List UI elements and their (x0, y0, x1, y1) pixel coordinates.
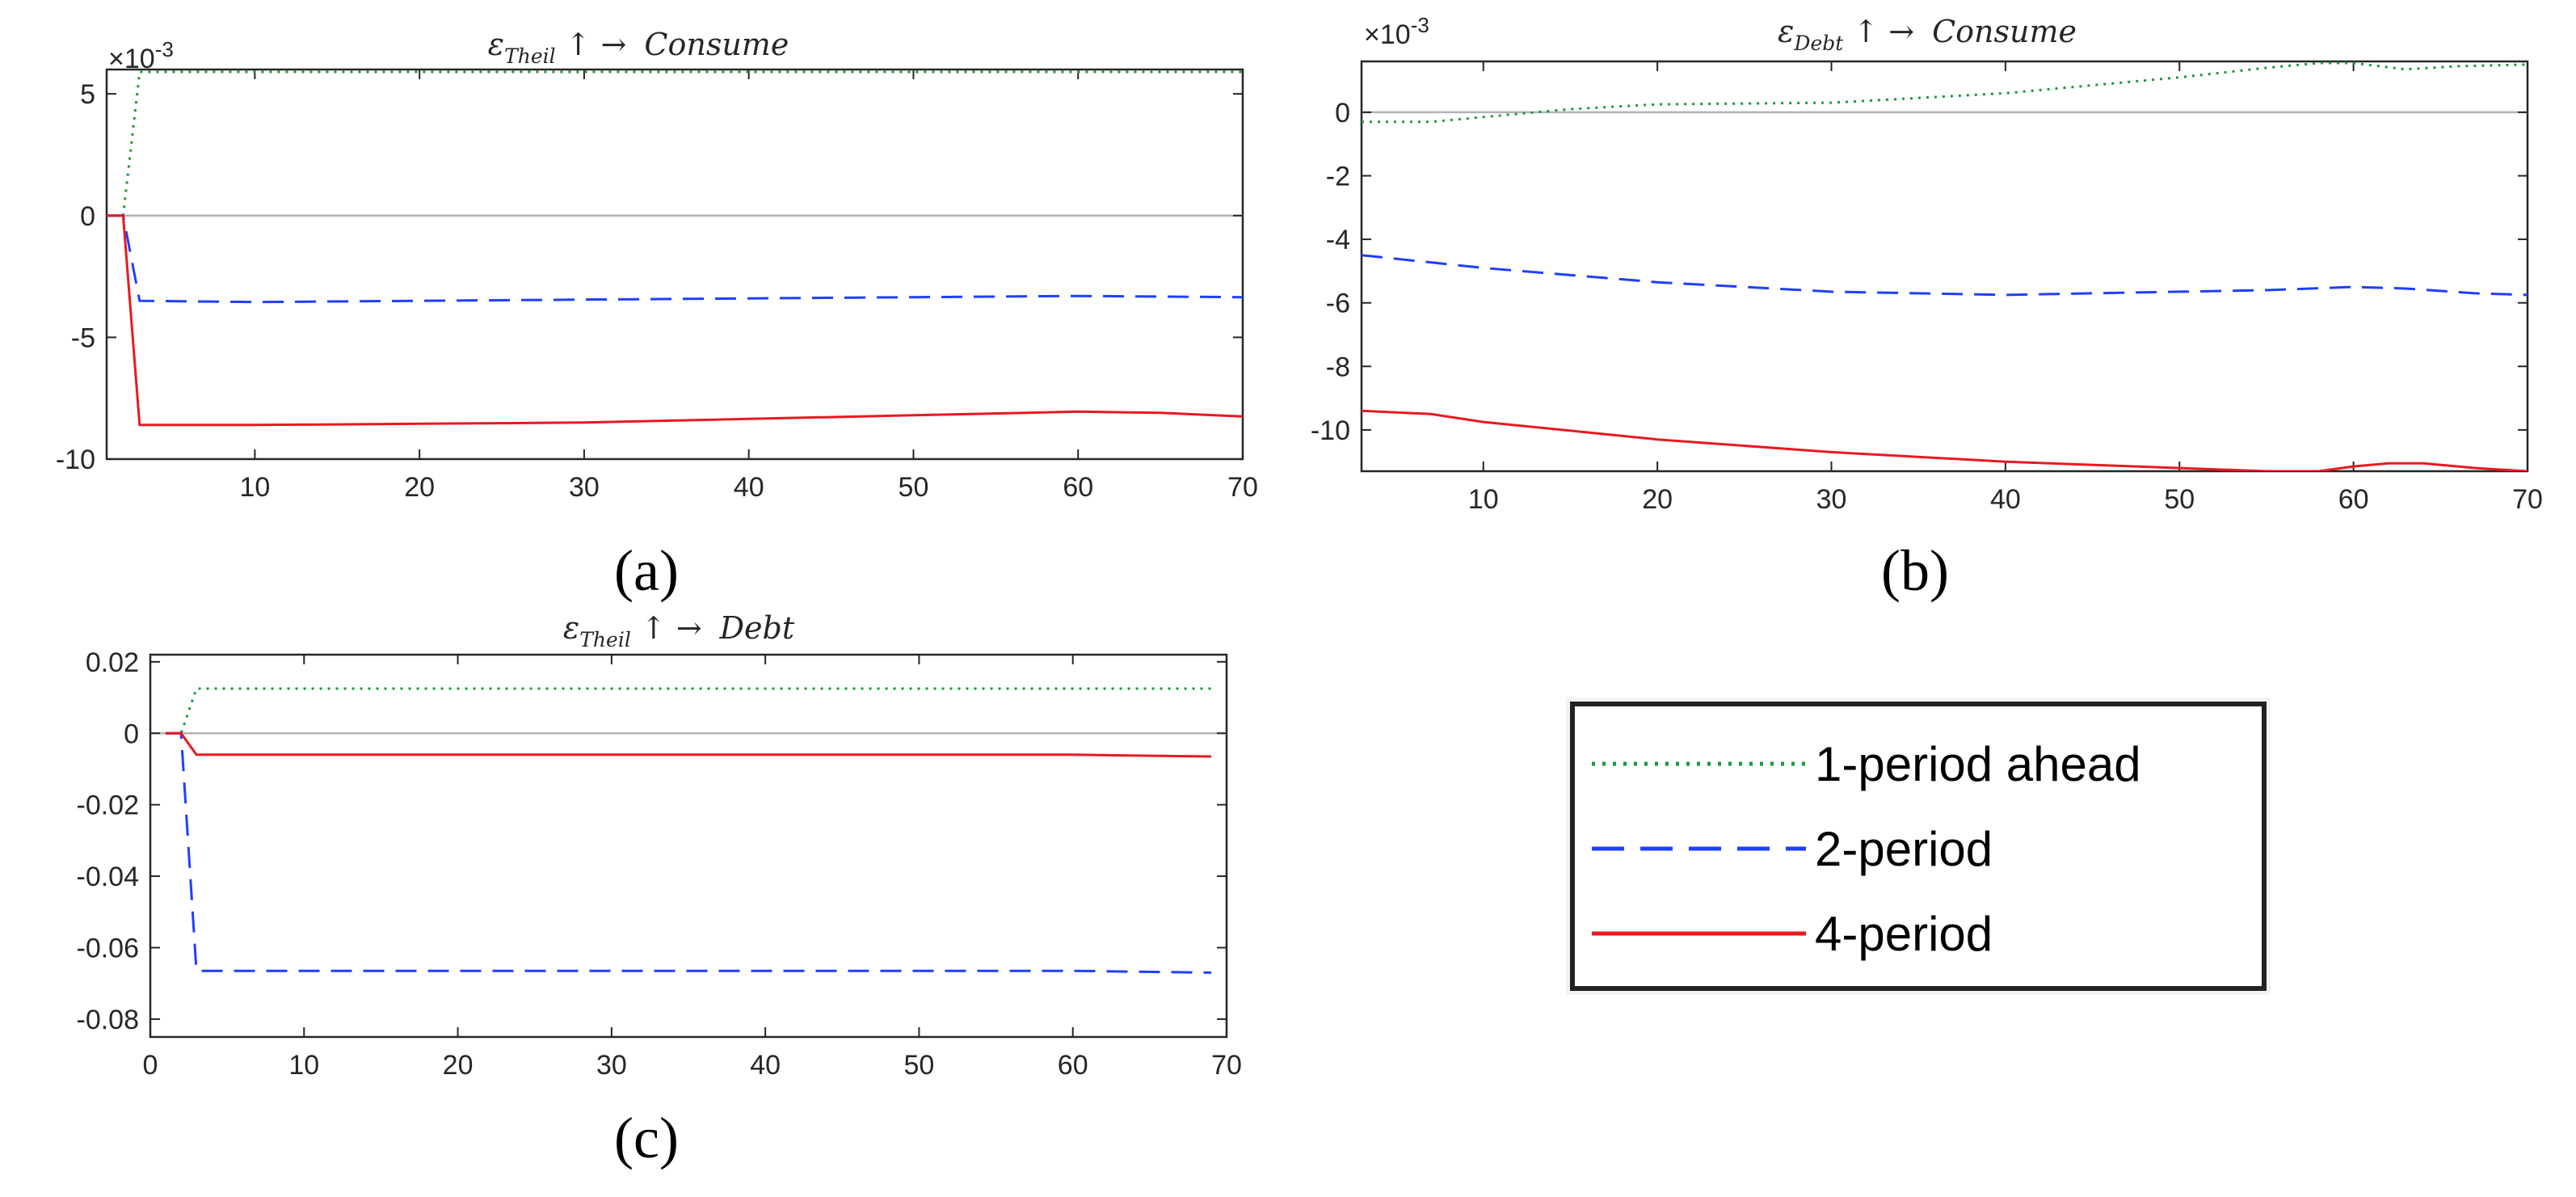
panel-c-title: εTheil ↑ → Debt (563, 610, 795, 651)
panel-a-axes-box (105, 68, 1244, 461)
panel-a-label: (a) (614, 538, 679, 603)
panel-a-ytick-label: 0 (80, 201, 95, 232)
panel-c-xtick-label: 60 (1058, 1050, 1088, 1081)
panel-b-ytick-label: -4 (1326, 225, 1350, 255)
panel-b-ytick-label: -6 (1326, 289, 1350, 319)
legend: 1-period ahead 2-period 4-period (1566, 698, 2271, 995)
panel-a-series-2-period (107, 214, 1243, 304)
panel-a-ytick-label: 5 (80, 79, 95, 110)
panel-b-ytick-label: -8 (1326, 352, 1350, 382)
panel-c-ytick-label: -0.04 (77, 862, 140, 892)
panel-c-series-2-period (166, 731, 1212, 974)
legend-box (1570, 702, 2267, 991)
panel-c-ytick-label: -0.08 (77, 1005, 140, 1035)
panel-c-ytick-label: -0.06 (77, 933, 140, 963)
panel-a-ytick-label: -10 (56, 445, 95, 475)
legend-label-1-period-ahead: 1-period ahead (1815, 737, 2141, 791)
panel-c-ytick-label: 0 (124, 719, 139, 749)
panel-b-ytick-label: -2 (1326, 161, 1350, 192)
panel-c-series-4-period (166, 731, 1212, 758)
panel-c-label: (c) (614, 1106, 679, 1170)
panel-b-xtick-label: 60 (2338, 484, 2369, 515)
panel-b-xtick-label: 40 (1990, 484, 2021, 515)
panel-c-xtick-label: 70 (1211, 1050, 1242, 1081)
panel-a-xtick-label: 40 (734, 472, 764, 503)
panel-c-plot-area: 0 10 20 30 40 50 60 70 0.02 0 -0.02 -0.04 -0.06 -0.08 (77, 647, 1242, 1081)
panel-a-xtick-label: 70 (1227, 472, 1258, 503)
panel-c-xtick-label: 40 (750, 1050, 781, 1081)
legend-entries: 1-period ahead 2-period 4-period (1592, 737, 2141, 961)
panel-c-ytick-label: 0.02 (86, 647, 139, 678)
panel-b-xtick-label: 50 (2164, 484, 2195, 515)
panel-a-xtick-label: 30 (569, 472, 600, 503)
panel-b-label: (b) (1881, 538, 1949, 603)
panel-c-xtick-label: 10 (288, 1050, 319, 1081)
panel-b-ytick-label: 0 (1335, 98, 1350, 129)
panel-c-ytick-label: -0.02 (77, 790, 140, 821)
panel-b-series-2-period (1362, 254, 2528, 297)
panel-c-xtick-label: 50 (904, 1050, 935, 1081)
panel-c-axes-box (149, 653, 1228, 1039)
panel-a-title: εTheil ↑ → Consume (488, 27, 789, 68)
panel-b-exponent: ×10-3 (1364, 13, 1429, 50)
panel-b-xtick-label: 70 (2512, 484, 2543, 515)
panel-b-xtick-label: 20 (1642, 484, 1673, 515)
panel-b: εDebt ↑ → Consume ×10-3 10 20 30 40 50 60 70 0 -2 -… (1311, 13, 2543, 603)
panel-a-xtick-label: 10 (239, 472, 270, 503)
panel-a-series-4-period (107, 214, 1243, 427)
panel-b-xtick-label: 10 (1468, 484, 1499, 515)
panel-a-ytick-label: -5 (71, 322, 95, 353)
panel-c-xtick-label: 20 (443, 1050, 474, 1081)
panel-a-xtick-label: 50 (899, 472, 929, 503)
panel-a: εTheil ↑ → Consume ×10-3 10 20 30 40 50 60 7050-… (56, 27, 1258, 603)
panel-a-xtick-label: 20 (404, 472, 435, 503)
panel-c-xtick-label: 0 (143, 1050, 158, 1081)
panel-a-xtick-label: 60 (1063, 472, 1093, 503)
panel-b-plot-area: 10 20 30 40 50 60 70 0 -2 -4 -6 -8 -10 (1311, 60, 2543, 515)
panel-b-series-4-period (1362, 409, 2528, 471)
panel-b-title: εDebt ↑ → Consume (1778, 14, 2077, 55)
panel-c: εTheil ↑ → Debt 0 10 20 30 40 50 60 70 0.02 0 -0.02 -… (77, 610, 1242, 1170)
legend-label-2-period: 2-period (1815, 822, 1993, 876)
panel-b-ytick-label: -10 (1311, 415, 1350, 446)
panel-c-xtick-label: 30 (596, 1050, 627, 1081)
panel-b-xtick-label: 30 (1816, 484, 1847, 515)
panel-b-axes-box (1360, 60, 2529, 473)
legend-label-4-period: 4-period (1815, 907, 1993, 961)
